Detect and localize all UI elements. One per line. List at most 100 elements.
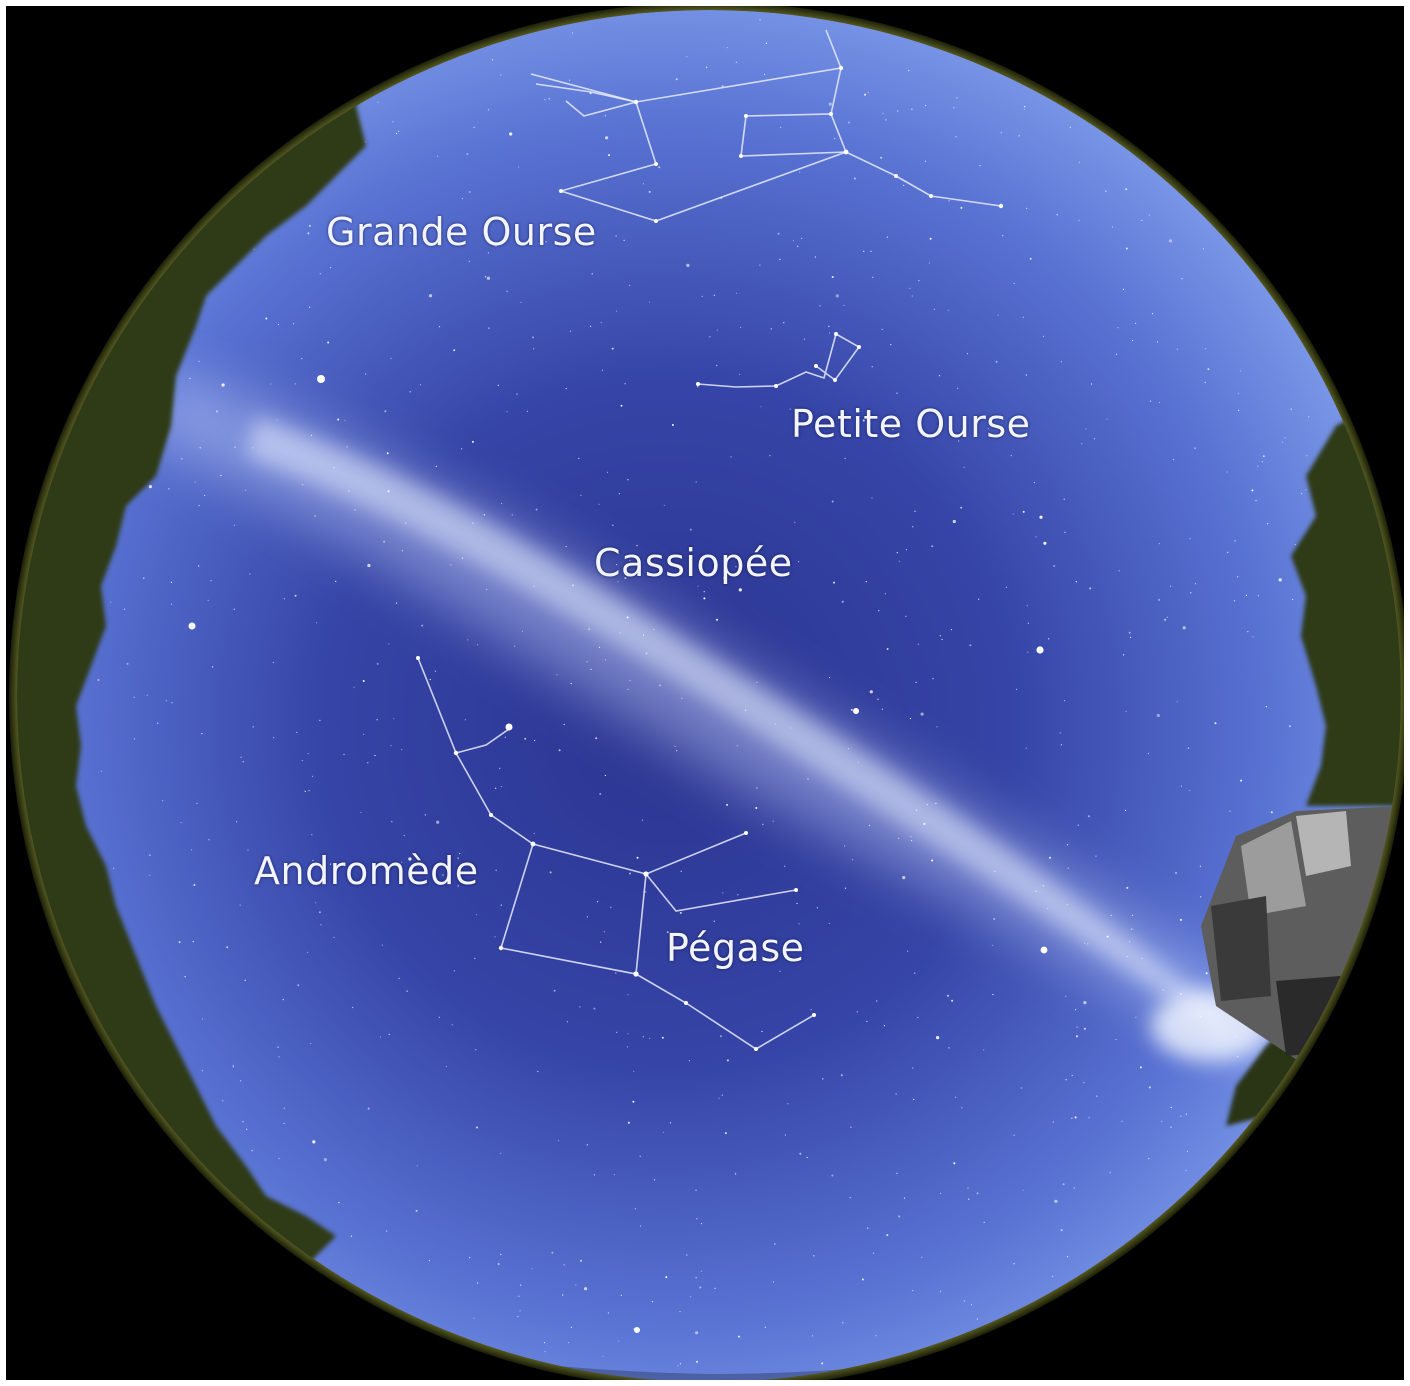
star [958, 440, 960, 442]
star [772, 1281, 775, 1283]
star [928, 262, 930, 264]
star [189, 377, 191, 379]
star [735, 566, 737, 568]
star [270, 383, 272, 385]
star [570, 682, 572, 685]
star [383, 540, 386, 543]
star [278, 1056, 280, 1058]
star [797, 245, 799, 247]
star [348, 490, 350, 492]
star [1176, 701, 1178, 703]
star [208, 839, 210, 841]
star [566, 1021, 569, 1023]
star [307, 232, 310, 235]
star [500, 74, 502, 76]
star [593, 1007, 596, 1010]
star [474, 957, 476, 960]
star [504, 736, 506, 738]
star [627, 994, 629, 996]
star [1027, 651, 1029, 653]
star [473, 1317, 475, 1319]
star [1189, 538, 1191, 540]
star [1035, 536, 1037, 538]
star [716, 618, 718, 621]
star [909, 717, 912, 720]
star [869, 690, 873, 694]
star [1027, 622, 1029, 624]
star [912, 1290, 914, 1292]
star [1013, 1134, 1015, 1136]
star [932, 678, 934, 680]
star [133, 696, 135, 698]
star [620, 1294, 622, 1296]
star [1063, 498, 1065, 500]
star [960, 506, 963, 509]
star [895, 1093, 897, 1095]
star [1115, 1038, 1117, 1041]
star [871, 366, 873, 368]
star [464, 719, 466, 721]
star [740, 326, 742, 329]
star [695, 481, 697, 483]
star [311, 834, 313, 836]
star [1185, 1170, 1187, 1172]
star [850, 708, 853, 711]
star [1115, 353, 1118, 355]
star [648, 301, 651, 303]
star [436, 820, 440, 824]
star [487, 252, 489, 254]
star [350, 1235, 352, 1237]
star [597, 901, 599, 903]
star [310, 1042, 312, 1045]
star [1012, 513, 1014, 515]
star [924, 160, 927, 162]
star [212, 666, 214, 668]
star [1179, 918, 1182, 921]
star [875, 1335, 877, 1337]
star [1176, 348, 1178, 350]
star [1064, 531, 1066, 533]
star [1148, 214, 1150, 216]
star [403, 834, 405, 837]
star [1199, 1014, 1201, 1016]
star [642, 183, 645, 185]
star [245, 489, 247, 491]
star [1205, 972, 1208, 975]
star [1073, 1187, 1075, 1189]
star [374, 754, 376, 757]
star [866, 1020, 868, 1023]
star [917, 643, 919, 645]
star [1122, 288, 1125, 290]
star [833, 581, 835, 584]
star [831, 276, 834, 278]
star [822, 1078, 824, 1080]
label-andromede: Andromède [254, 849, 479, 893]
star [1033, 482, 1035, 484]
star [1157, 341, 1159, 343]
star [1227, 551, 1229, 554]
star [273, 737, 275, 739]
star [1180, 993, 1182, 995]
star [831, 500, 834, 503]
star [533, 348, 535, 350]
star [473, 126, 475, 128]
star [192, 941, 194, 943]
star [716, 329, 718, 331]
star [606, 471, 609, 473]
star [294, 594, 297, 597]
star [1240, 370, 1242, 372]
star [618, 1340, 620, 1342]
star [884, 593, 887, 595]
star [586, 1144, 589, 1146]
star [148, 485, 152, 489]
star [240, 1080, 242, 1082]
star [633, 1070, 635, 1072]
star [354, 509, 356, 511]
star [484, 276, 486, 278]
star [590, 668, 592, 670]
allsky-image: Grande Ourse Petite Ourse Cassiopée Andr… [6, 6, 1404, 1380]
star [784, 1134, 787, 1136]
star [343, 753, 345, 755]
star [816, 907, 819, 909]
star [828, 102, 832, 106]
